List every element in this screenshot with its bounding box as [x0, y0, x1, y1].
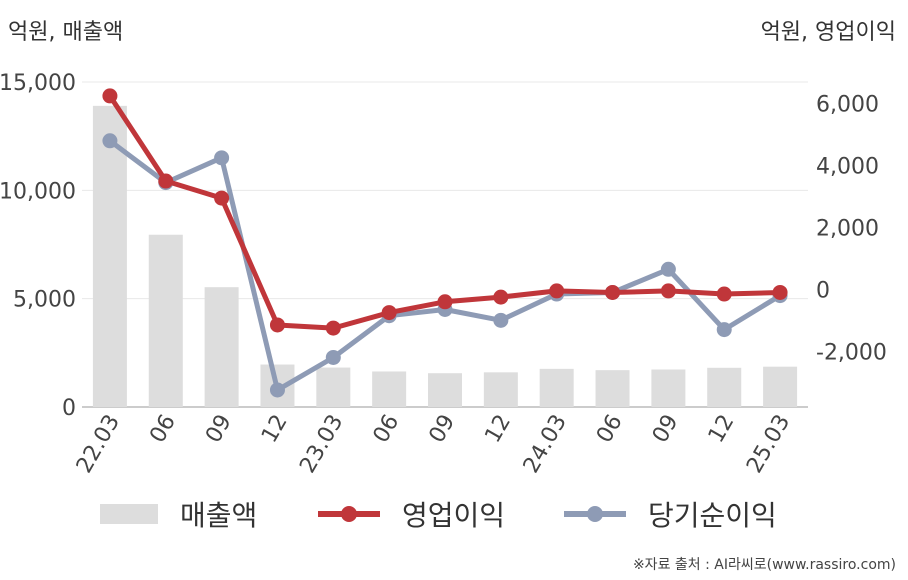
legend-label-net-income: 당기순이익: [648, 499, 777, 532]
right-axis-unit-label: 억원, 영업이익: [760, 20, 896, 45]
legend-item-revenue: 매출액: [100, 492, 257, 536]
point-net-income-3: [269, 382, 285, 398]
x-tick-label-4: 23.03: [295, 411, 348, 478]
gridlines: [82, 81, 808, 408]
bar-revenue-6: [428, 373, 462, 407]
point-operating-profit-9: [605, 284, 621, 300]
source-note: ※자료 출처 : AI라씨로(www.rassiro.com): [632, 557, 896, 573]
right-tick-label-2: 2,000: [816, 216, 879, 241]
point-net-income-0: [102, 133, 118, 149]
x-tick-label-11: 12: [704, 411, 740, 448]
left-axis-unit-label: 억원, 매출액: [8, 20, 124, 45]
bar-revenue-11: [707, 367, 742, 407]
point-net-income-10: [660, 261, 676, 277]
point-net-income-7: [493, 312, 509, 328]
left-tick-label-0: 0: [62, 396, 76, 421]
right-tick-label-1: 0: [816, 278, 830, 303]
bar-revenue-9: [595, 370, 630, 407]
x-tick-label-6: 09: [425, 411, 461, 448]
bar-revenue-2: [204, 287, 239, 407]
bar-revenue-8: [539, 368, 574, 407]
legend-item-operating-profit: 영업이익: [318, 492, 505, 536]
legend-item-net-income: 당기순이익: [564, 492, 777, 536]
left-axis-ticks: 0 5,000 10,000 15,000: [0, 71, 76, 421]
x-tick-label-5: 06: [369, 411, 405, 448]
point-net-income-2: [214, 150, 230, 166]
point-operating-profit-7: [493, 289, 509, 305]
x-tick-label-9: 06: [592, 411, 628, 448]
x-tick-label-3: 12: [257, 411, 293, 448]
point-operating-profit-6: [437, 294, 453, 310]
x-tick-label-8: 24.03: [519, 411, 572, 478]
point-operating-profit-3: [269, 317, 285, 333]
point-operating-profit-10: [660, 283, 676, 299]
legend-label-operating-profit: 영업이익: [402, 499, 506, 532]
point-operating-profit-5: [381, 305, 397, 321]
point-operating-profit-1: [158, 173, 174, 189]
x-tick-label-1: 06: [145, 411, 181, 448]
x-tick-label-0: 22.03: [72, 411, 125, 478]
revenue-bars: [92, 105, 798, 407]
right-tick-label-4: 6,000: [816, 93, 879, 118]
point-operating-profit-12: [772, 284, 788, 300]
x-tick-label-10: 09: [648, 411, 684, 448]
right-tick-label-3: 4,000: [816, 155, 879, 180]
legend-swatch-net-income: [564, 506, 626, 522]
left-tick-label-1: 5,000: [13, 288, 76, 313]
point-operating-profit-2: [214, 190, 230, 206]
point-net-income-4: [325, 349, 341, 365]
legend-swatch-operating-profit: [318, 506, 380, 522]
point-operating-profit-11: [716, 286, 732, 302]
x-tick-label-2: 09: [201, 411, 237, 448]
bar-revenue-5: [372, 371, 407, 407]
right-tick-label-0: -2,000: [816, 340, 887, 365]
point-operating-profit-4: [325, 320, 341, 336]
left-tick-label-3: 15,000: [0, 71, 76, 96]
point-operating-profit-8: [549, 283, 565, 299]
x-axis-ticks: 22.03 06 09 12 23.03 06 09 12 24.03 06 09 12 25.03: [72, 411, 795, 478]
point-operating-profit-0: [102, 88, 118, 104]
legend: 매출액 영업이익 당기순이익: [0, 492, 908, 536]
x-tick-label-7: 12: [480, 411, 516, 448]
bar-revenue-10: [651, 369, 686, 407]
right-axis-ticks: -2,000 0 2,000 4,000 6,000: [816, 93, 887, 366]
legend-swatch-revenue: [100, 504, 158, 524]
point-net-income-11: [716, 322, 732, 338]
bar-revenue-4: [316, 367, 351, 407]
bar-revenue-7: [483, 372, 518, 407]
combo-chart: 0 5,000 10,000 15,000 -2,000 0 2,000 4,000 6,00…: [0, 71, 887, 478]
left-tick-label-2: 10,000: [0, 179, 76, 204]
x-tick-label-12: 25.03: [742, 411, 795, 478]
legend-label-revenue: 매출액: [180, 499, 258, 532]
bar-revenue-0: [92, 105, 127, 407]
bar-revenue-12: [763, 366, 798, 407]
profit-lines: [102, 88, 788, 398]
bar-revenue-1: [148, 234, 183, 407]
